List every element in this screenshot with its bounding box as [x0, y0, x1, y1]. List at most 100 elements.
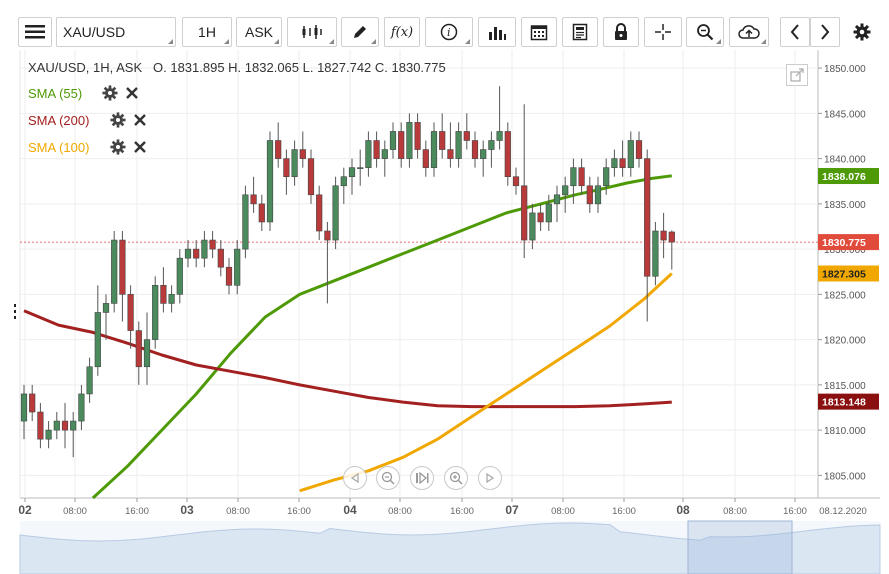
candle	[611, 149, 618, 177]
draw-tool-button[interactable]	[341, 17, 379, 47]
reset-view-icon	[416, 472, 429, 484]
reset-button[interactable]	[410, 466, 434, 490]
candle-body	[299, 149, 306, 159]
sma200-value-tag: 1813.148	[822, 397, 866, 409]
symbol-select[interactable]: XAU/USD	[56, 17, 176, 47]
candle-body	[184, 248, 192, 259]
candle-body	[627, 140, 634, 168]
settings-button[interactable]	[848, 17, 876, 47]
candle-body	[439, 131, 446, 150]
indicators-button[interactable]: f(x)	[384, 17, 420, 47]
symbol-label: XAU/USD	[63, 24, 126, 40]
candle-body	[127, 294, 134, 331]
pencil-icon	[354, 26, 366, 38]
close-icon[interactable]	[132, 112, 148, 128]
candle-body	[389, 131, 397, 150]
candle-body	[406, 122, 413, 159]
x-tick-label: 08:00	[551, 506, 575, 517]
sma100-value-tag-bg	[818, 265, 879, 282]
close-icon[interactable]	[124, 85, 140, 101]
zoom-in-button[interactable]	[444, 466, 468, 490]
candle-body	[537, 212, 544, 223]
hamburger-icon	[25, 25, 45, 39]
report-button[interactable]	[562, 17, 598, 47]
candle	[119, 231, 126, 322]
gear-icon[interactable]	[102, 85, 118, 101]
time-axis: 02 08:00 16:00 03 08:00 16:00 04 08:00 16:00 07 08…	[18, 498, 867, 517]
expand-button[interactable]	[786, 64, 808, 86]
x-tick-label: 02	[18, 503, 32, 517]
candle	[209, 231, 216, 259]
candle	[291, 140, 298, 186]
info-button[interactable]: i	[425, 17, 473, 47]
candle	[234, 240, 241, 295]
chart-type-button[interactable]	[287, 17, 337, 47]
candle-body	[307, 158, 315, 196]
chart-info-line: XAU/USD, 1H, ASK O. 1831.895 H. 1832.065…	[28, 60, 446, 75]
zoom-in-icon	[449, 471, 463, 485]
price-type-select[interactable]: ASK	[236, 17, 282, 47]
calendar-button[interactable]	[521, 17, 557, 47]
sma55-value-tag-bg	[818, 168, 879, 185]
candle	[635, 131, 643, 168]
candle	[275, 122, 282, 168]
timeframe-select[interactable]: 1H	[182, 17, 232, 47]
indicator-label: SMA (55)	[28, 85, 83, 101]
sma-line	[91, 174, 672, 500]
sma100-value-tag: 1827.305	[822, 269, 866, 281]
candle-body	[471, 140, 479, 159]
candle-body	[652, 230, 659, 277]
zoom-button[interactable]	[686, 17, 724, 47]
current-price-tag: 1830.775	[822, 237, 866, 249]
cloud-button[interactable]	[729, 17, 769, 47]
crosshair-button[interactable]	[644, 17, 682, 47]
scroll-left-button[interactable]	[343, 466, 367, 490]
candle-body	[529, 212, 536, 241]
candle-body	[119, 239, 126, 295]
x-tick-label: 04	[343, 503, 357, 517]
navigator-window	[687, 520, 793, 574]
navigator-strip	[19, 520, 881, 574]
candle-body	[61, 420, 69, 431]
drag-handle[interactable]	[14, 304, 17, 320]
prev-button[interactable]	[780, 17, 810, 47]
candle	[455, 122, 462, 168]
candle	[586, 176, 593, 213]
gear-icon[interactable]	[110, 139, 126, 155]
x-tick-label: 08.12.2020	[819, 506, 867, 517]
zoom-out-button[interactable]	[376, 466, 400, 490]
candle-body	[455, 131, 462, 159]
candle	[324, 221, 331, 304]
candle-body	[562, 185, 569, 196]
candle	[389, 122, 397, 159]
gear-icon	[853, 23, 871, 41]
candle-body	[381, 149, 388, 159]
candle	[184, 240, 192, 268]
candles	[20, 86, 675, 458]
document-icon	[572, 23, 588, 41]
x-tick-label: 16:00	[783, 506, 807, 517]
candle-body	[463, 131, 470, 141]
candle	[102, 294, 110, 340]
triangle-right-icon	[486, 473, 495, 483]
sma-line	[299, 272, 673, 493]
lock-button[interactable]	[603, 17, 639, 47]
candle	[414, 113, 421, 159]
close-icon[interactable]	[132, 139, 148, 155]
volume-button[interactable]	[478, 17, 516, 47]
candle	[496, 86, 503, 150]
x-tick-label: 16:00	[287, 506, 311, 517]
next-button[interactable]	[810, 17, 840, 47]
menu-button[interactable]	[18, 17, 52, 47]
candle	[381, 140, 388, 177]
gear-icon[interactable]	[110, 112, 126, 128]
candle-body	[20, 393, 28, 422]
scroll-right-button[interactable]	[478, 466, 502, 490]
candle-body	[45, 429, 52, 440]
candle-body	[37, 411, 44, 440]
candle-body	[217, 248, 224, 268]
candle	[37, 402, 44, 449]
y-tick-label: 1820.000	[824, 336, 866, 347]
candle-body	[340, 176, 347, 187]
candle-body	[504, 131, 511, 178]
